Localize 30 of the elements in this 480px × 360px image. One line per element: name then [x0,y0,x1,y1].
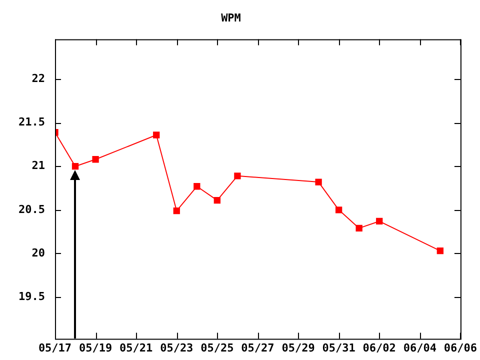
point [436,248,444,254]
point [194,183,200,190]
point [376,218,383,225]
y-tick-label: 19.5 [18,290,45,303]
point [214,196,221,204]
x-tick-label: 05/23 [160,341,194,354]
y-tick-label: 20.5 [18,202,45,216]
point [234,172,241,180]
y-tick-label: 22 [32,72,45,86]
x-tick-label: 06/02 [362,341,396,354]
y-tick-label: 20 [32,246,45,260]
y-tick-label: 21 [32,159,46,172]
x-tick-label: 06/04 [403,341,437,354]
point [315,178,322,186]
x-tick-label: 05/25 [200,341,234,354]
x-tick-label: 05/29 [282,341,315,354]
x-tick-label: 05/27 [241,341,274,354]
point [356,224,362,232]
point [92,156,99,163]
x-tick-label: 06/06 [444,341,478,354]
chart-title: WPM [221,11,242,24]
y-tick-label: 21.5 [18,116,45,129]
x-tick-label: 05/31 [322,341,356,354]
point [173,207,180,214]
point [72,163,79,170]
x-tick-label: 05/21 [120,341,154,354]
x-tick-label: 05/17 [38,341,72,354]
x-tick-label: 05/19 [78,341,112,354]
point [153,132,160,138]
point [335,206,342,214]
